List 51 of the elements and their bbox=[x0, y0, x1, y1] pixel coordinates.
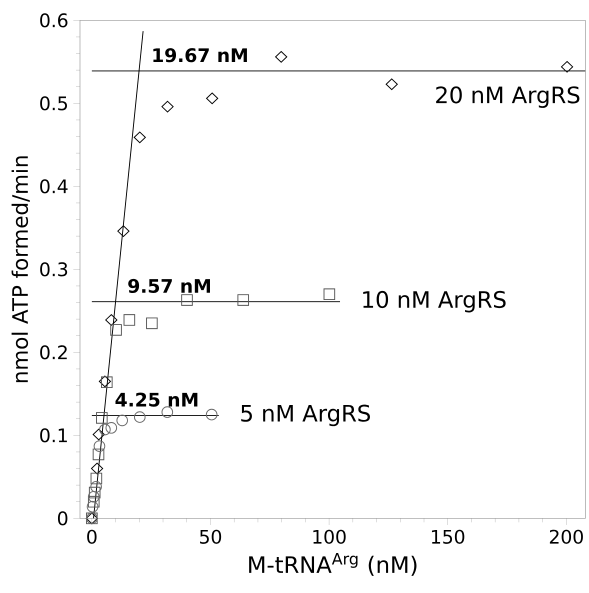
annotation: 9.57 nM bbox=[128, 278, 210, 293]
x-tick-label: 150 bbox=[432, 530, 464, 544]
point bbox=[88, 496, 100, 508]
annotation: 19.67 nM bbox=[153, 48, 247, 62]
point bbox=[161, 100, 174, 112]
point bbox=[386, 78, 398, 90]
point bbox=[274, 51, 288, 63]
point bbox=[117, 225, 130, 237]
x-axis-title: M-tRNA$^{Arg}$ (nM) bbox=[248, 552, 416, 576]
point bbox=[161, 406, 173, 418]
point bbox=[206, 408, 218, 420]
x-tick-label: 200 bbox=[550, 530, 583, 544]
point bbox=[146, 317, 158, 330]
y-tick-label: 0.1 bbox=[40, 428, 67, 442]
annotation: 4.25 nM bbox=[115, 392, 198, 407]
point bbox=[92, 428, 105, 440]
point bbox=[90, 472, 102, 484]
y-tick-label: 0.2 bbox=[40, 345, 67, 360]
point bbox=[86, 500, 98, 513]
point bbox=[206, 92, 218, 104]
series-label: 20 nM ArgRS bbox=[436, 86, 580, 108]
y-tick-label: 0.4 bbox=[40, 179, 68, 194]
point bbox=[96, 412, 108, 424]
x-tick-label: 100 bbox=[313, 530, 346, 544]
point bbox=[88, 486, 100, 498]
point bbox=[134, 132, 146, 144]
series-label: 10 nM ArgRS bbox=[363, 290, 506, 312]
y-tick-label: 0.3 bbox=[40, 262, 67, 276]
y-tick-label: 0.6 bbox=[40, 13, 68, 28]
point bbox=[237, 294, 249, 306]
x-tick-label: 0 bbox=[87, 530, 96, 544]
point bbox=[110, 324, 122, 336]
point bbox=[123, 314, 135, 326]
point bbox=[105, 314, 118, 326]
point bbox=[105, 422, 117, 434]
series-label: 5 nM ArgRS bbox=[241, 404, 370, 426]
point bbox=[88, 490, 100, 503]
y-tick-label: 0.5 bbox=[40, 96, 67, 110]
point bbox=[93, 440, 106, 452]
point bbox=[90, 480, 102, 493]
point bbox=[116, 414, 128, 426]
point bbox=[560, 61, 573, 73]
point bbox=[90, 462, 103, 474]
x-tick-label: 50 bbox=[200, 530, 221, 544]
point bbox=[92, 448, 104, 460]
point bbox=[98, 424, 111, 436]
y-axis-title: nmol ATP formed/min bbox=[11, 156, 30, 382]
point bbox=[323, 288, 335, 300]
point bbox=[181, 294, 193, 306]
y-tick-label: 0 bbox=[58, 511, 68, 526]
point bbox=[134, 411, 146, 423]
